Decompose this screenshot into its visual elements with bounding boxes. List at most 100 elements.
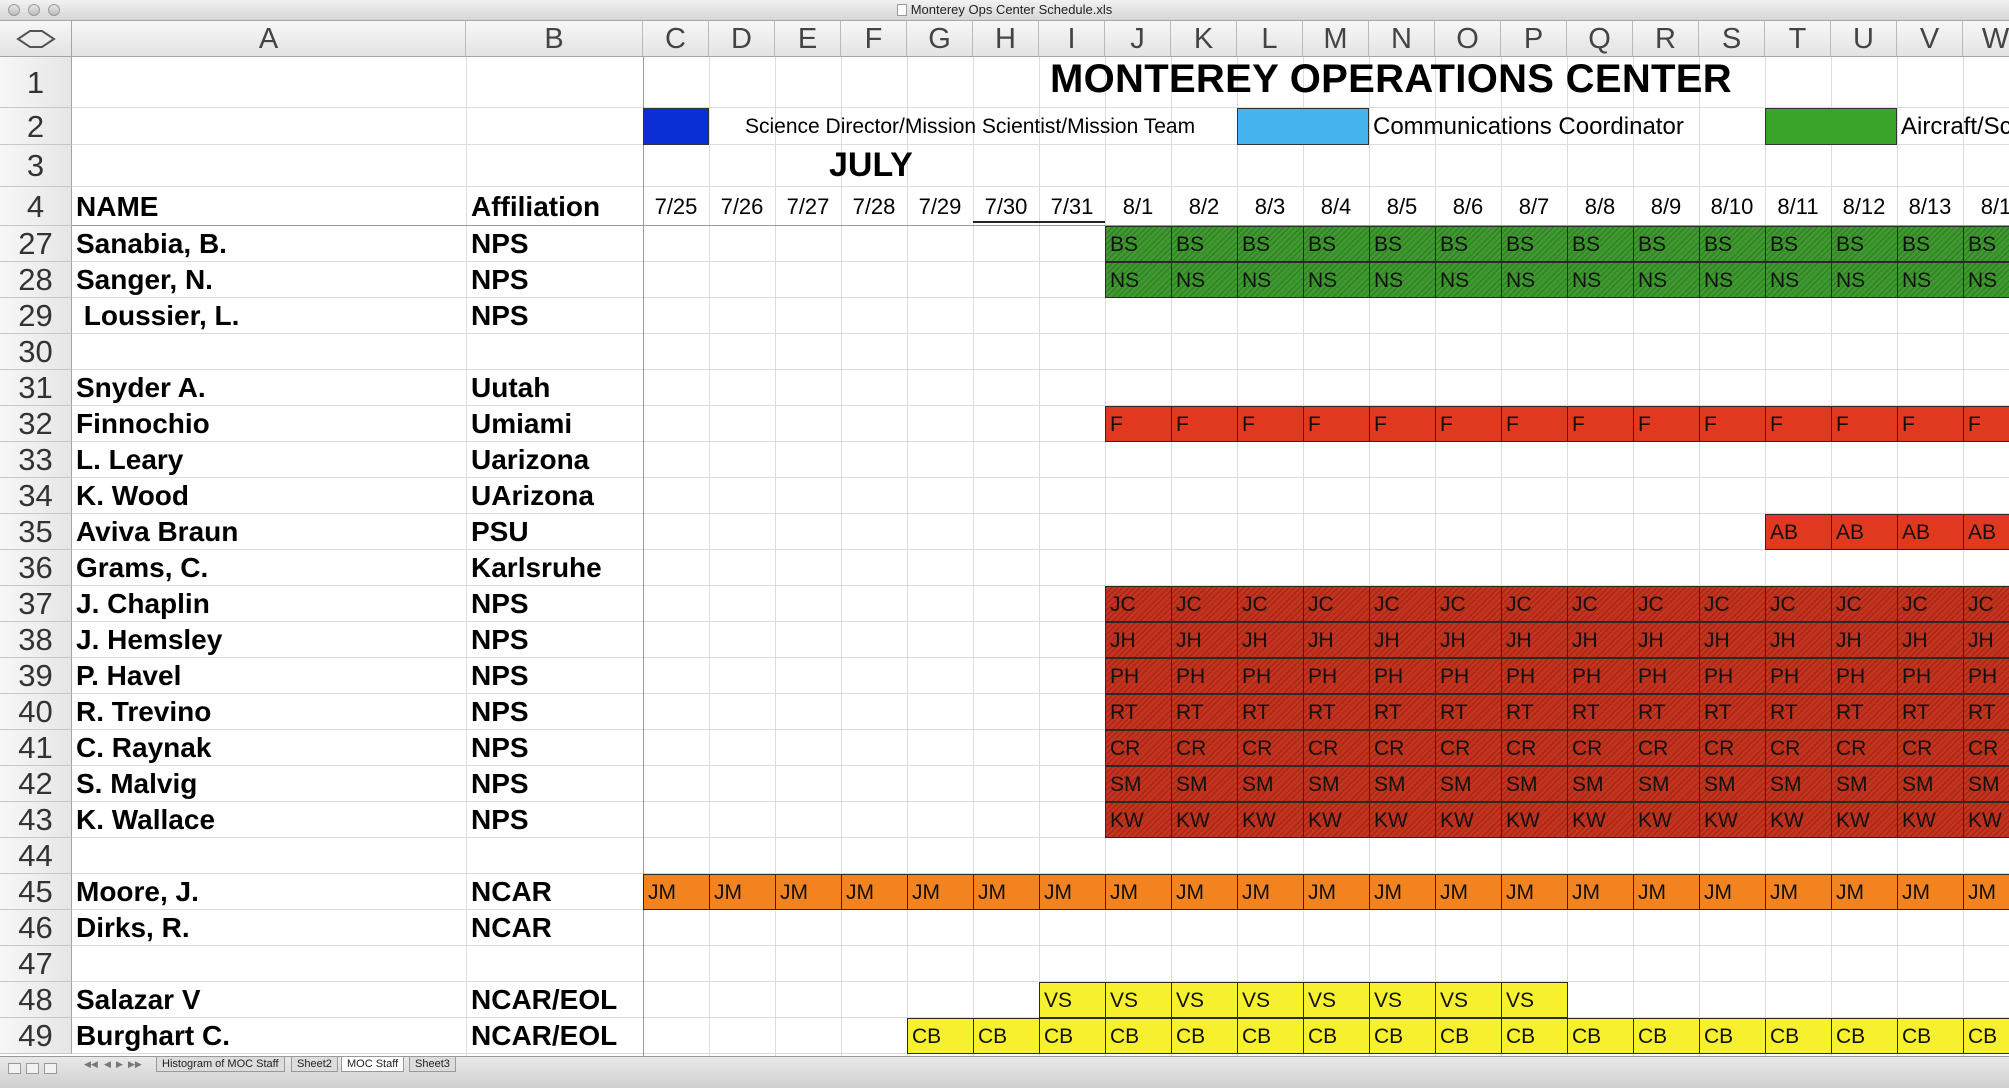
schedule-cell[interactable]: JM xyxy=(709,874,776,910)
affiliation-cell[interactable]: Uutah xyxy=(471,372,551,403)
schedule-cell[interactable]: RT xyxy=(1501,694,1568,730)
affiliation-cell[interactable]: NPS xyxy=(471,696,529,727)
schedule-cell[interactable]: NS xyxy=(1435,262,1502,298)
schedule-cell[interactable]: VS xyxy=(1501,982,1568,1018)
schedule-cell[interactable]: JH xyxy=(1831,622,1898,658)
schedule-cell[interactable]: SM xyxy=(1501,766,1568,802)
schedule-cell[interactable]: KW xyxy=(1105,802,1172,838)
row-header[interactable]: 34 xyxy=(0,478,72,514)
column-header[interactable]: W xyxy=(1963,21,2009,57)
schedule-cell[interactable]: PH xyxy=(1303,658,1370,694)
date-cell[interactable]: 8/10 xyxy=(1710,194,1754,219)
column-header[interactable]: O xyxy=(1435,21,1501,57)
schedule-cell[interactable]: KW xyxy=(1765,802,1832,838)
date-cell[interactable]: 7/27 xyxy=(786,194,830,219)
schedule-cell[interactable]: SM xyxy=(1897,766,1964,802)
schedule-cell[interactable]: JM xyxy=(1171,874,1238,910)
schedule-cell[interactable]: BS xyxy=(1897,226,1964,262)
name-cell[interactable]: J. Hemsley xyxy=(76,624,223,655)
schedule-cell[interactable]: RT xyxy=(1435,694,1502,730)
schedule-cell[interactable]: PH xyxy=(1501,658,1568,694)
schedule-cell[interactable]: CB xyxy=(1369,1018,1436,1054)
affiliation-cell[interactable]: NCAR xyxy=(471,876,552,907)
schedule-cell[interactable]: AB xyxy=(1897,514,1964,550)
schedule-cell[interactable]: JM xyxy=(1435,874,1502,910)
affiliation-cell[interactable]: Umiami xyxy=(471,408,573,439)
schedule-cell[interactable]: SM xyxy=(1633,766,1700,802)
schedule-cell[interactable]: JC xyxy=(1567,586,1634,622)
date-cell[interactable]: 7/28 xyxy=(852,194,896,219)
schedule-cell[interactable]: JC xyxy=(1963,586,2009,622)
schedule-cell[interactable]: PH xyxy=(1567,658,1634,694)
name-cell[interactable]: C. Raynak xyxy=(76,732,212,763)
row-header[interactable]: 42 xyxy=(0,766,72,802)
schedule-cell[interactable]: F xyxy=(1567,406,1634,442)
schedule-cell[interactable]: SM xyxy=(1105,766,1172,802)
schedule-cell[interactable]: BS xyxy=(1501,226,1568,262)
schedule-cell[interactable]: JH xyxy=(1699,622,1766,658)
schedule-cell[interactable]: JM xyxy=(1633,874,1700,910)
schedule-cell[interactable]: BS xyxy=(1435,226,1502,262)
schedule-cell[interactable]: PH xyxy=(1105,658,1172,694)
schedule-cell[interactable]: NS xyxy=(1765,262,1832,298)
schedule-cell[interactable]: JM xyxy=(1237,874,1304,910)
schedule-cell[interactable]: CR xyxy=(1105,730,1172,766)
schedule-cell[interactable]: SM xyxy=(1567,766,1634,802)
schedule-cell[interactable]: NS xyxy=(1567,262,1634,298)
row-header[interactable]: 2 xyxy=(0,108,72,145)
date-cell[interactable]: 8/8 xyxy=(1584,194,1616,219)
affiliation-cell[interactable]: UArizona xyxy=(471,480,594,511)
schedule-cell[interactable]: SM xyxy=(1303,766,1370,802)
schedule-cell[interactable]: AB xyxy=(1831,514,1898,550)
schedule-cell[interactable]: CB xyxy=(1963,1018,2009,1054)
affiliation-cell[interactable]: NPS xyxy=(471,768,529,799)
schedule-cell[interactable]: NS xyxy=(1171,262,1238,298)
schedule-cell[interactable]: CR xyxy=(1171,730,1238,766)
schedule-cell[interactable]: KW xyxy=(1369,802,1436,838)
schedule-cell[interactable]: CR xyxy=(1699,730,1766,766)
name-cell[interactable]: Sanabia, B. xyxy=(76,228,227,259)
schedule-cell[interactable]: F xyxy=(1435,406,1502,442)
affiliation-cell[interactable]: NPS xyxy=(471,624,529,655)
schedule-cell[interactable]: SM xyxy=(1171,766,1238,802)
schedule-cell[interactable]: CR xyxy=(1435,730,1502,766)
date-cell[interactable]: 8/13 xyxy=(1908,194,1952,219)
schedule-cell[interactable]: F xyxy=(1369,406,1436,442)
date-cell[interactable]: 8/5 xyxy=(1386,194,1418,219)
schedule-cell[interactable]: CB xyxy=(1567,1018,1634,1054)
schedule-cell[interactable]: BS xyxy=(1831,226,1898,262)
schedule-cell[interactable]: NS xyxy=(1369,262,1436,298)
schedule-cell[interactable]: JH xyxy=(1105,622,1172,658)
schedule-cell[interactable]: JM xyxy=(973,874,1040,910)
name-cell[interactable]: Dirks, R. xyxy=(76,912,190,943)
schedule-cell[interactable]: JM xyxy=(1699,874,1766,910)
next-sheet-arrow[interactable]: ▶ xyxy=(116,1059,123,1069)
name-cell[interactable]: K. Wood xyxy=(76,480,190,511)
schedule-cell[interactable]: KW xyxy=(1897,802,1964,838)
schedule-cell[interactable]: BS xyxy=(1699,226,1766,262)
schedule-cell[interactable]: SM xyxy=(1963,766,2009,802)
schedule-cell[interactable]: KW xyxy=(1435,802,1502,838)
schedule-cell[interactable]: NS xyxy=(1237,262,1304,298)
schedule-cell[interactable]: JM xyxy=(1105,874,1172,910)
date-cell[interactable]: 8/6 xyxy=(1452,194,1484,219)
name-cell[interactable]: R. Trevino xyxy=(76,696,212,727)
schedule-cell[interactable]: JH xyxy=(1303,622,1370,658)
schedule-cell[interactable]: BS xyxy=(1237,226,1304,262)
schedule-cell[interactable]: KW xyxy=(1501,802,1568,838)
row-header[interactable]: 33 xyxy=(0,442,72,478)
schedule-cell[interactable]: BS xyxy=(1303,226,1370,262)
affiliation-cell[interactable]: NPS xyxy=(471,228,529,259)
name-cell[interactable]: Burghart C. xyxy=(76,1020,230,1051)
schedule-cell[interactable]: KW xyxy=(1963,802,2009,838)
schedule-cell[interactable]: KW xyxy=(1831,802,1898,838)
schedule-cell[interactable]: CB xyxy=(1633,1018,1700,1054)
row-header[interactable]: 48 xyxy=(0,982,72,1018)
schedule-cell[interactable]: JH xyxy=(1567,622,1634,658)
column-header[interactable]: P xyxy=(1501,21,1567,57)
name-cell[interactable]: K. Wallace xyxy=(76,804,216,835)
sheet-tab[interactable]: MOC Staff xyxy=(341,1057,405,1072)
schedule-cell[interactable]: AB xyxy=(1765,514,1832,550)
schedule-cell[interactable]: CB xyxy=(1039,1018,1106,1054)
